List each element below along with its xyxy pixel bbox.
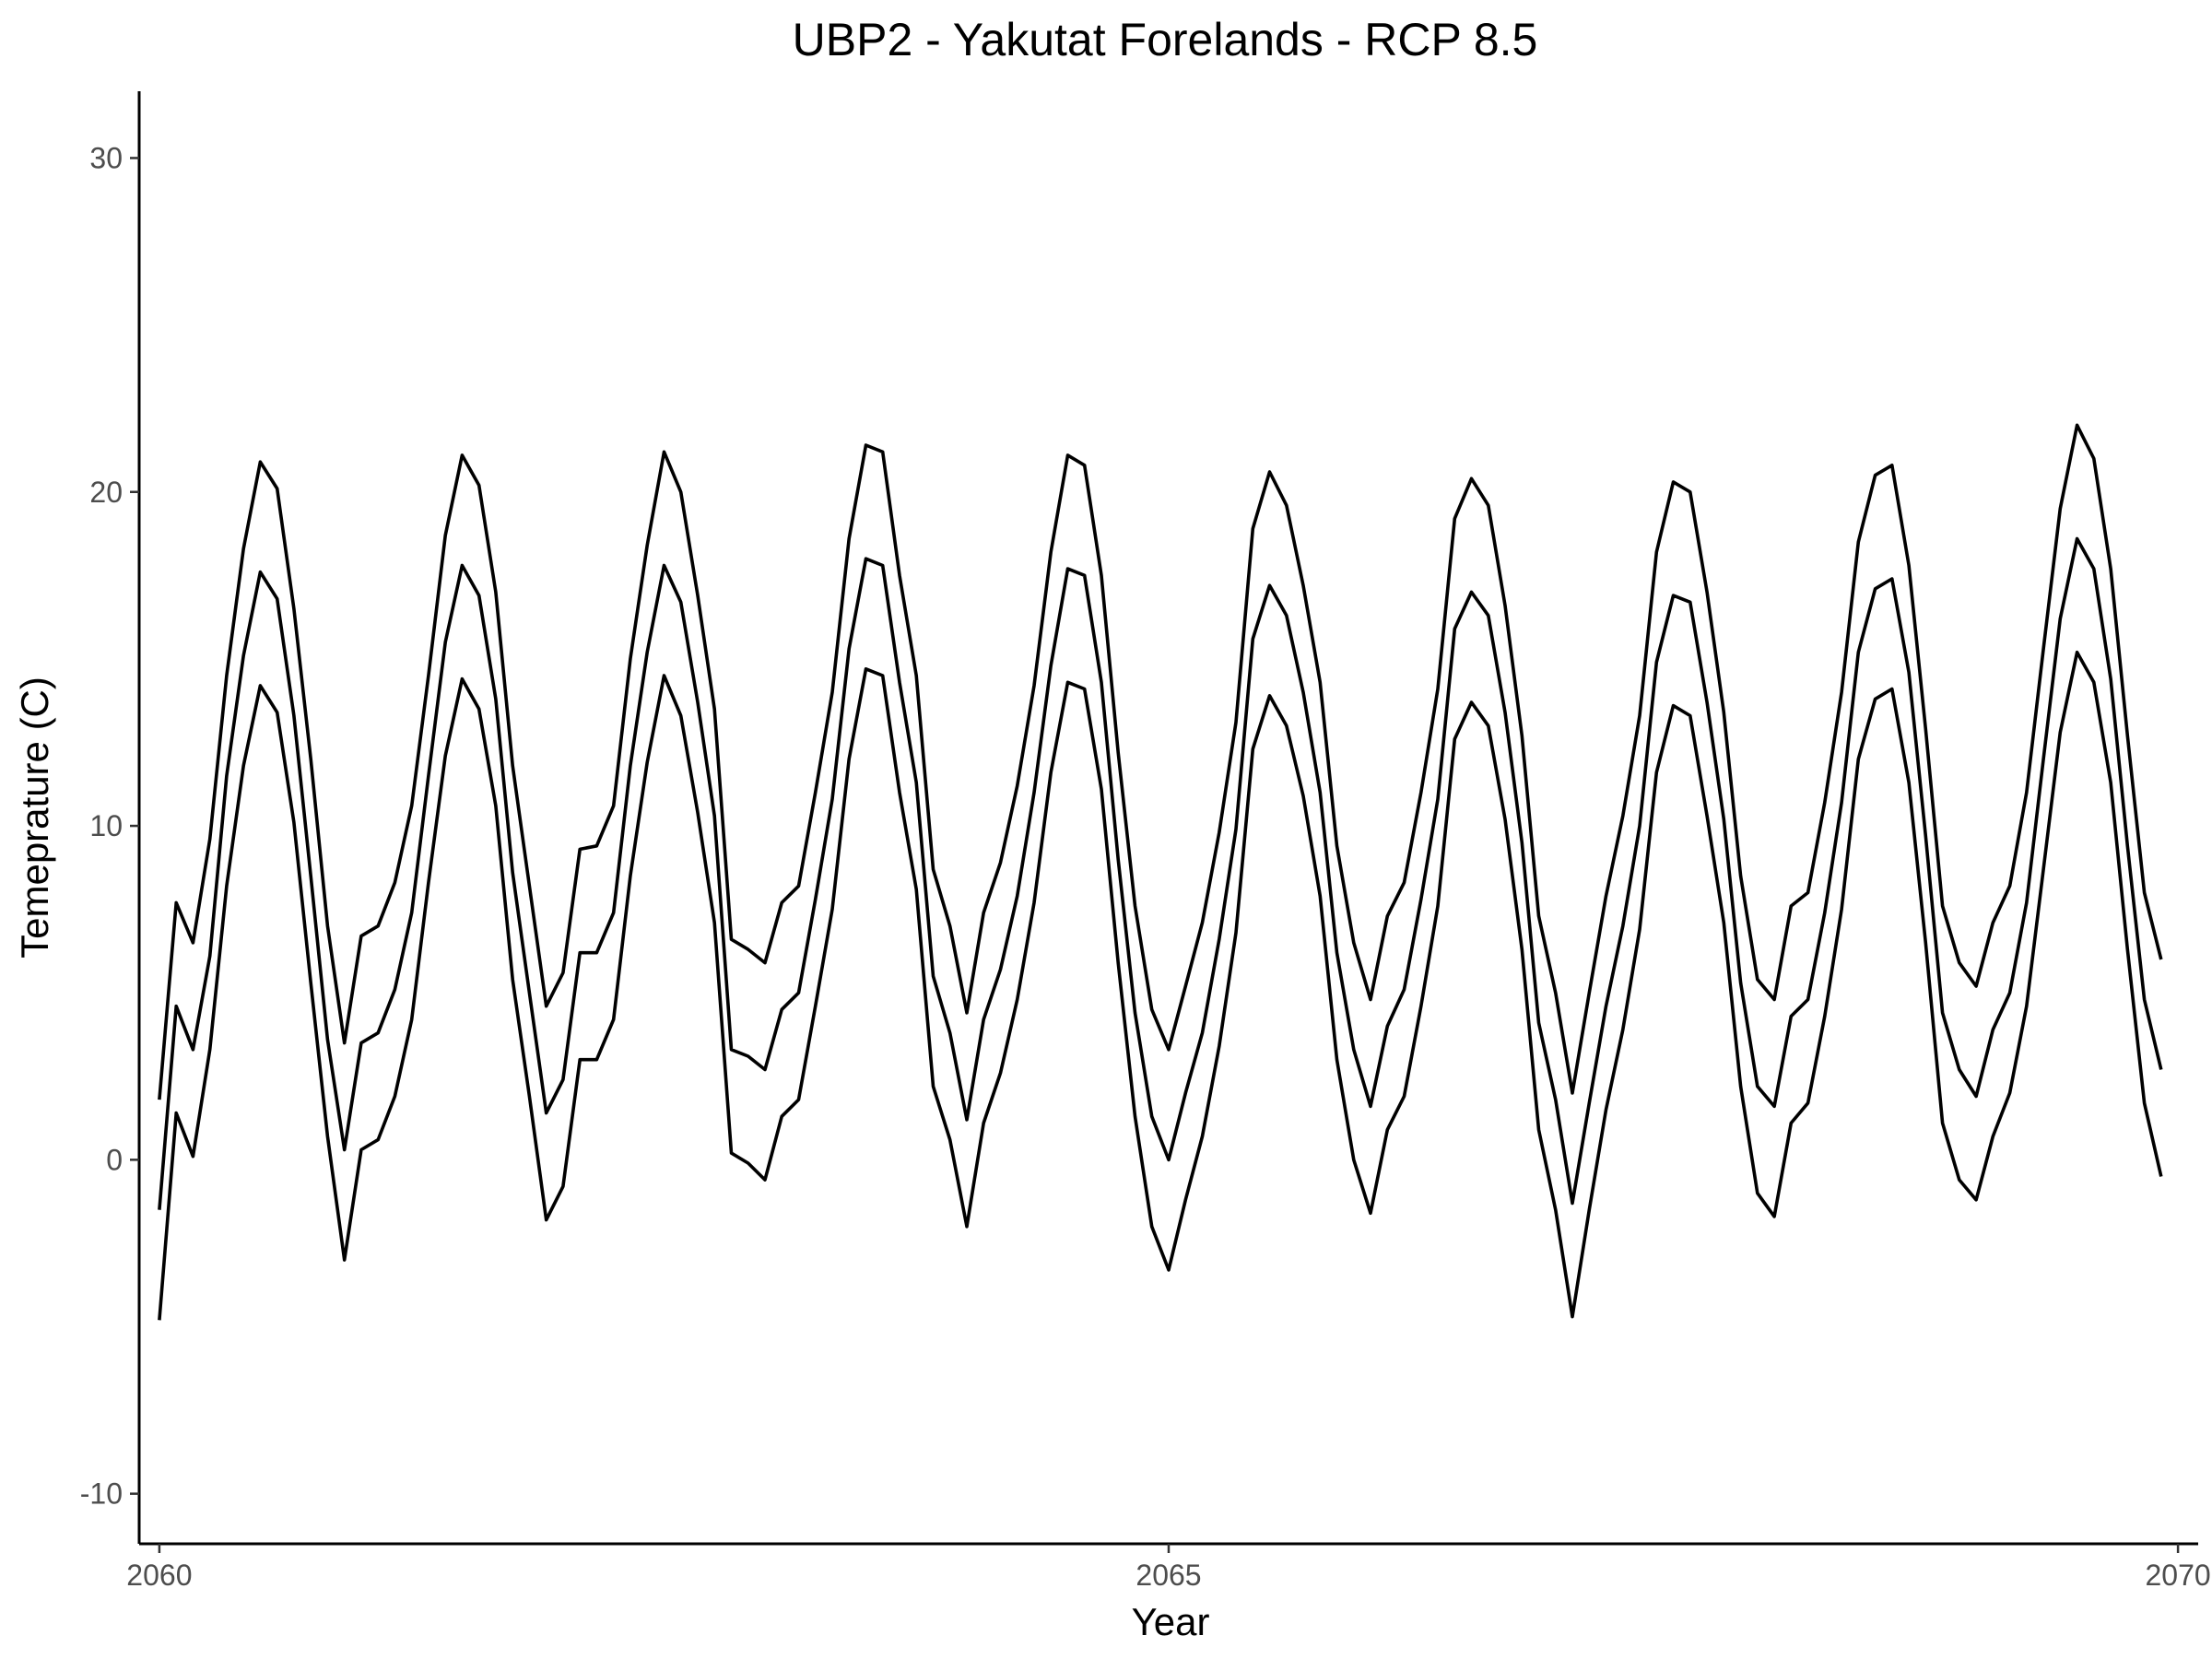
x-tick-label: 2060 <box>126 1559 192 1592</box>
series-line-2 <box>158 536 2163 1210</box>
x-axis-ticks: 2060 2065 2070 <box>126 1544 2211 1592</box>
y-tick-label: 10 <box>89 809 123 842</box>
x-axis-title: Year <box>1132 1600 1210 1643</box>
chart-title: UBP2 - Yakutat Forelands - RCP 8.5 <box>793 14 1538 65</box>
y-axis-ticks: -10 0 10 20 30 <box>80 141 139 1511</box>
y-tick-label: 0 <box>106 1143 123 1176</box>
x-tick-label: 2070 <box>2146 1559 2211 1592</box>
y-tick-label: 20 <box>89 476 123 509</box>
x-tick-label: 2065 <box>1135 1559 1201 1592</box>
plot-series <box>158 423 2163 1321</box>
y-tick-label: 30 <box>89 141 123 174</box>
series-line-1 <box>158 423 2163 1100</box>
y-axis-title: Temeprature (C) <box>13 677 56 959</box>
y-tick-label: -10 <box>80 1477 123 1511</box>
series-line-3 <box>158 650 2163 1321</box>
